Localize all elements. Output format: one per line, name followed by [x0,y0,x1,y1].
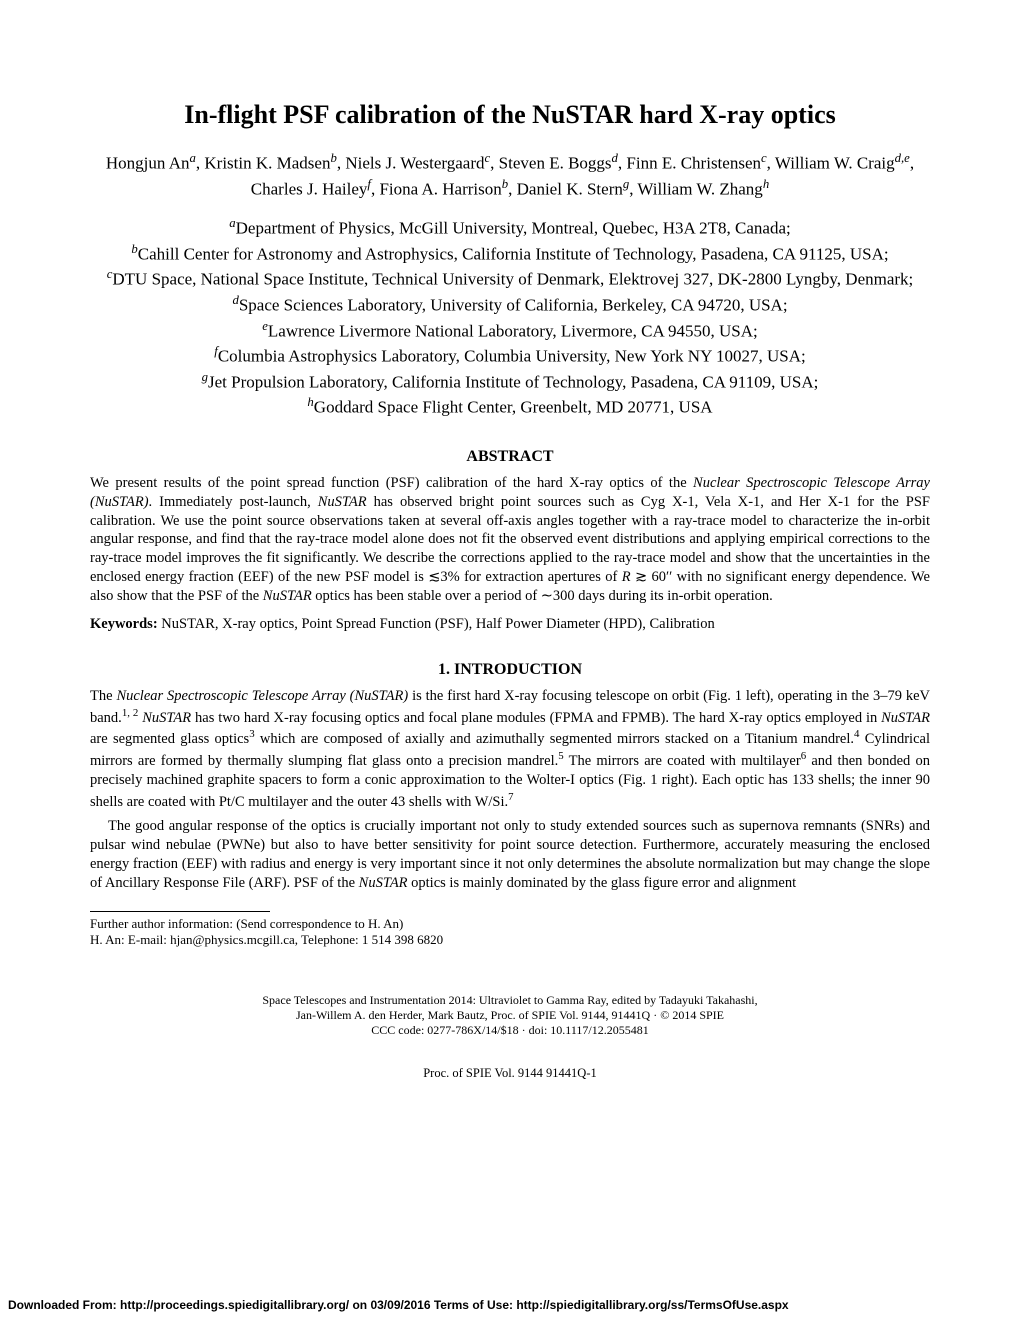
affiliation-list: aDepartment of Physics, McGill Universit… [90,215,930,420]
footnote-correspondence-2: H. An: E-mail: hjan@physics.mcgill.ca, T… [90,932,930,949]
section-heading-introduction: 1. INTRODUCTION [90,661,930,679]
proceedings-info: Space Telescopes and Instrumentation 201… [90,993,930,1038]
author-list: Hongjun Ana, Kristin K. Madsenb, Niels J… [90,150,930,201]
abstract-heading: ABSTRACT [90,448,930,466]
keywords-text: NuSTAR, X-ray optics, Point Spread Funct… [158,616,715,632]
keywords-label: Keywords: [90,616,158,632]
footnote-rule [90,911,270,912]
keywords-line: Keywords: NuSTAR, X-ray optics, Point Sp… [90,616,930,633]
paper-page: In-flight PSF calibration of the NuSTAR … [0,0,1020,1121]
footnote-correspondence-1: Further author information: (Send corres… [90,916,930,933]
download-terms-bar: Downloaded From: http://proceedings.spie… [0,1296,1020,1314]
paper-title: In-flight PSF calibration of the NuSTAR … [90,100,930,130]
intro-paragraph-1: The Nuclear Spectroscopic Telescope Arra… [90,687,930,811]
abstract-text: We present results of the point spread f… [90,474,930,606]
intro-paragraph-2: The good angular response of the optics … [90,817,930,892]
proceedings-page-line: Proc. of SPIE Vol. 9144 91441Q-1 [90,1066,930,1081]
